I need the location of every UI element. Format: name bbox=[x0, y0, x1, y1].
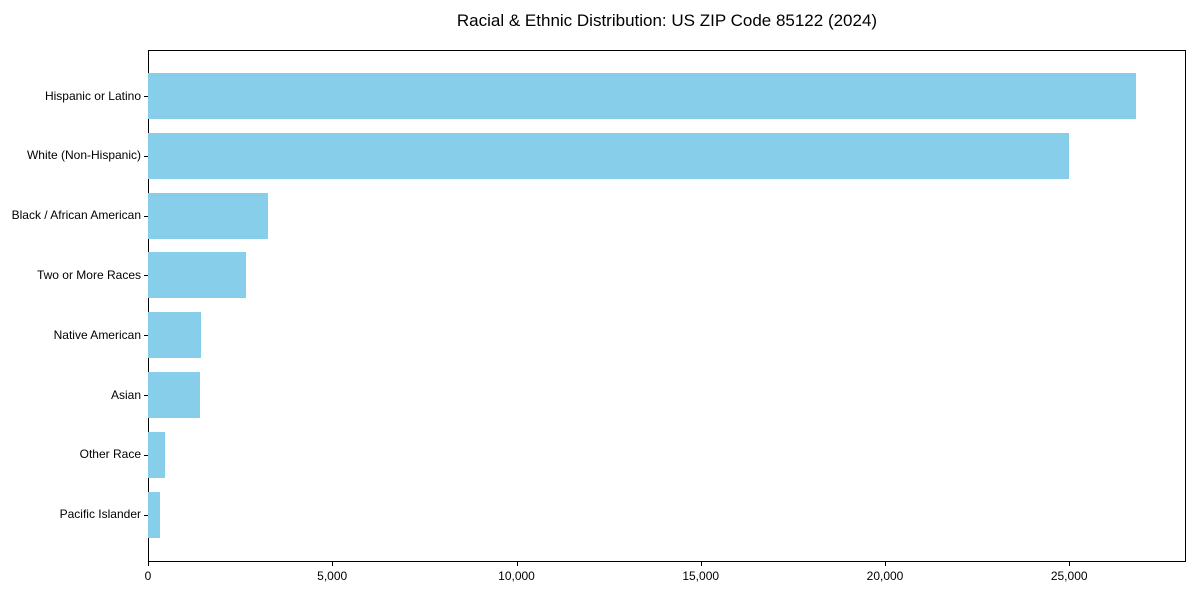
x-tick-label-20000: 20,000 bbox=[866, 569, 904, 583]
bar-hispanic-or-latino bbox=[148, 73, 1136, 119]
plot-area bbox=[148, 50, 1186, 562]
y-tick-label-other-race: Other Race bbox=[79, 447, 141, 462]
x-tick-mark bbox=[332, 562, 334, 566]
y-tick-mark bbox=[144, 96, 148, 97]
bar-pacific-islander bbox=[148, 491, 160, 538]
x-tick-mark bbox=[700, 562, 702, 566]
bar-native-american bbox=[148, 312, 202, 359]
y-tick-mark bbox=[144, 454, 148, 456]
y-tick-label-native-american: Native American bbox=[53, 327, 141, 342]
x-tick-label-25000: 25,000 bbox=[1050, 569, 1088, 583]
y-tick-label-two-or-more-races: Two or More Races bbox=[36, 267, 141, 282]
y-tick-label-black-african-american: Black / African American bbox=[11, 208, 141, 223]
y-tick-mark bbox=[144, 275, 148, 277]
bar-black-african-american bbox=[148, 192, 268, 239]
y-tick-label-pacific-islander: Pacific Islander bbox=[59, 507, 141, 522]
y-tick-mark bbox=[144, 215, 148, 217]
bar-white-non-hispanic bbox=[148, 132, 1070, 179]
y-tick-mark bbox=[144, 335, 148, 337]
y-tick-label-white-non-hispanic: White (Non-Hispanic) bbox=[26, 148, 141, 163]
x-tick-mark bbox=[885, 562, 886, 566]
x-tick-mark bbox=[516, 562, 518, 566]
x-tick-mark bbox=[148, 562, 149, 566]
y-tick-label-asian: Asian bbox=[110, 387, 141, 402]
chart-title: Racial & Ethnic Distribution: US ZIP Cod… bbox=[456, 11, 878, 30]
bar-other-race bbox=[148, 431, 165, 478]
x-tick-label-0: 0 bbox=[144, 569, 152, 583]
y-tick-mark bbox=[144, 395, 148, 396]
y-tick-mark bbox=[144, 514, 148, 516]
x-tick-label-5000: 5,000 bbox=[317, 569, 348, 583]
y-tick-label-hispanic-or-latino: Hispanic or Latino bbox=[44, 88, 141, 103]
y-tick-mark bbox=[144, 155, 148, 157]
bar-asian bbox=[148, 372, 200, 418]
x-tick-label-15000: 15,000 bbox=[682, 569, 720, 583]
x-tick-mark bbox=[1069, 562, 1071, 566]
x-tick-label-10000: 10,000 bbox=[498, 569, 535, 583]
bar-two-or-more-races bbox=[148, 252, 246, 299]
